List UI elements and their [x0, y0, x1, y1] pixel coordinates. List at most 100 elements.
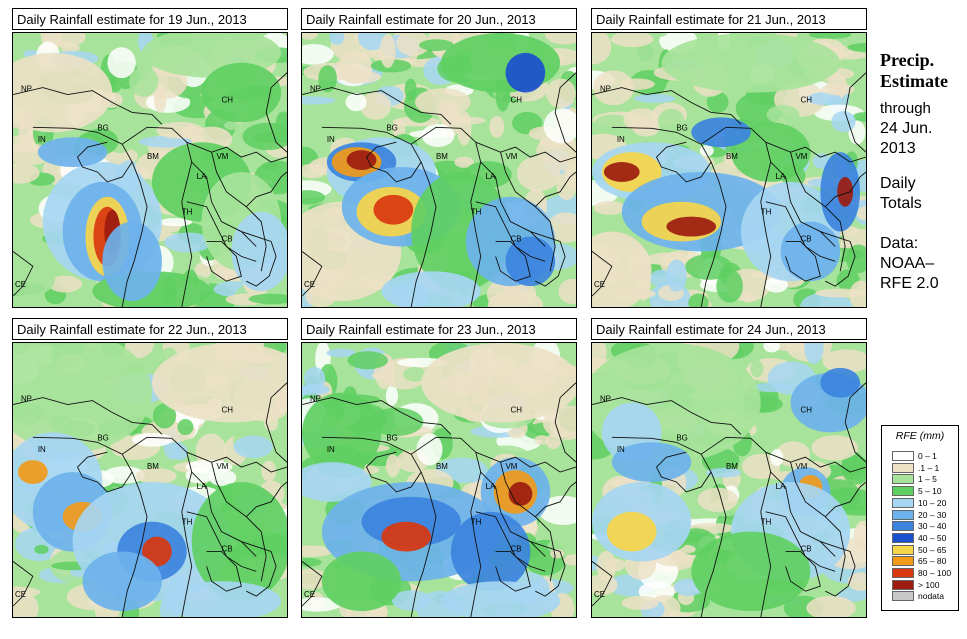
- end-date-line-1: 24 Jun.: [880, 120, 933, 137]
- rain-speckle: [302, 597, 341, 612]
- rain-cell: [820, 367, 861, 398]
- country-label-np: NP: [600, 85, 611, 94]
- country-label-th: TH: [471, 518, 482, 527]
- country-label-ch: CH: [221, 95, 233, 104]
- rainfall-map: NP IN BG CH BM VM LA TH CB CE: [301, 342, 577, 618]
- rain-speckle: [775, 441, 811, 467]
- rain-cell: [421, 343, 576, 423]
- country-label-bm: BM: [147, 462, 159, 471]
- legend-swatch: [892, 486, 914, 497]
- country-label-ch: CH: [221, 405, 233, 414]
- rain-speckle: [242, 122, 287, 151]
- legend-label: 0 – 1: [918, 451, 937, 461]
- rain-cell: [13, 52, 113, 133]
- rain-speckle: [563, 554, 576, 566]
- rain-speckle: [185, 459, 233, 474]
- rain-cell: [508, 481, 533, 506]
- rain-speckle: [152, 403, 177, 429]
- country-label-ce: CE: [304, 280, 315, 289]
- rain-speckle: [347, 351, 388, 370]
- legend-swatch: [892, 556, 914, 567]
- rain-speckle: [369, 407, 424, 437]
- legend-swatch: [892, 544, 914, 555]
- rain-speckle: [546, 78, 576, 109]
- rain-cell: [13, 343, 152, 453]
- rain-speckle: [379, 33, 396, 69]
- country-border: [410, 161, 437, 307]
- country-border: [241, 231, 277, 287]
- country-label-cb: CB: [800, 544, 811, 553]
- rain-cell: [603, 162, 640, 182]
- country-border: [592, 251, 613, 297]
- legend-swatch: [892, 579, 914, 590]
- country-label-cb: CB: [510, 544, 521, 553]
- rain-speckle: [604, 558, 626, 572]
- country-border: [785, 551, 821, 592]
- country-border: [410, 471, 437, 617]
- legend-swatch: [892, 509, 914, 520]
- country-border: [480, 471, 546, 557]
- rain-speckle: [13, 586, 41, 598]
- country-label-bg: BG: [676, 433, 687, 442]
- legend-label: nodata: [918, 591, 944, 602]
- rain-speckle: [706, 91, 729, 113]
- rain-speckle: [302, 44, 334, 65]
- country-label-la: LA: [776, 172, 786, 181]
- rain-speckle: [807, 92, 842, 106]
- rain-speckle: [558, 278, 576, 305]
- country-border: [245, 171, 287, 208]
- country-border: [302, 251, 323, 297]
- country-border: [186, 201, 257, 262]
- panel-title: Daily Rainfall estimate for 19 Jun., 201…: [12, 8, 288, 30]
- legend-label: 50 – 65: [918, 544, 947, 555]
- rain-cell: [102, 221, 162, 302]
- country-border: [206, 241, 242, 282]
- country-label-in: IN: [327, 445, 335, 454]
- rain-cell: [161, 581, 282, 617]
- country-border: [13, 251, 34, 297]
- country-border: [592, 87, 742, 125]
- country-border: [770, 471, 836, 557]
- legend-label: 5 – 10: [918, 486, 942, 497]
- country-label-np: NP: [310, 85, 321, 94]
- country-border: [820, 231, 856, 287]
- country-border: [592, 561, 613, 607]
- rain-cell: [691, 117, 751, 148]
- rain-speckle: [621, 595, 659, 610]
- rain-cell: [730, 122, 811, 182]
- rain-speckle: [847, 572, 866, 591]
- country-border: [13, 87, 163, 125]
- country-label-ce: CE: [594, 280, 605, 289]
- country-label-la: LA: [486, 482, 496, 491]
- country-border: [824, 171, 866, 208]
- country-label-bg: BG: [386, 123, 397, 132]
- rain-speckle: [688, 293, 709, 307]
- rain-speckle: [770, 449, 784, 467]
- rain-speckle: [329, 33, 345, 45]
- rain-speckle: [706, 467, 742, 478]
- rain-speckle: [516, 156, 561, 192]
- rain-cell: [666, 216, 717, 237]
- country-label-in: IN: [38, 135, 46, 144]
- rain-cell: [37, 137, 108, 168]
- rain-speckle: [302, 33, 318, 40]
- country-border: [495, 241, 531, 282]
- country-border: [191, 471, 257, 557]
- country-label-ce: CE: [304, 590, 315, 599]
- rain-speckle: [766, 105, 800, 124]
- rain-speckle: [822, 349, 866, 373]
- country-label-np: NP: [21, 85, 32, 94]
- rain-speckle: [534, 435, 550, 445]
- country-border: [765, 201, 836, 262]
- country-label-in: IN: [617, 135, 625, 144]
- country-border: [475, 201, 546, 262]
- legend-swatch: [892, 591, 914, 602]
- rain-speckle: [685, 254, 733, 280]
- rain-speckle: [416, 433, 443, 466]
- country-label-th: TH: [761, 208, 772, 217]
- country-label-cb: CB: [510, 234, 521, 243]
- country-border: [554, 72, 576, 153]
- rain-speckle: [804, 343, 824, 365]
- legend-swatch: [892, 462, 914, 473]
